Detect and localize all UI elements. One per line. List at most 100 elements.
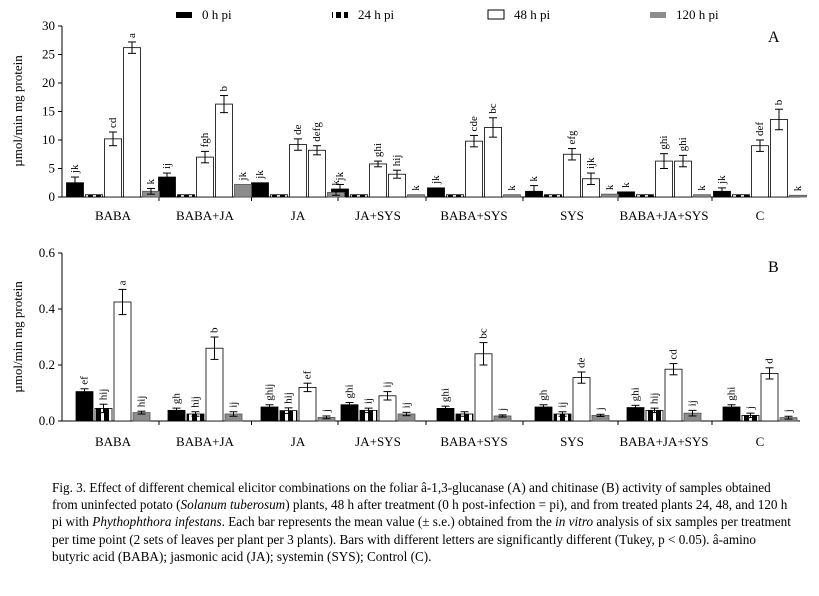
panel-a-y-tick-label: 5 — [49, 161, 56, 176]
panel-b-label: B — [768, 259, 779, 276]
panel-b-ylabel: µmol/min mg protein — [10, 281, 25, 393]
panel-a-significance-letter: def — [754, 122, 766, 136]
panel-a-significance-letter: cde — [468, 116, 480, 131]
panel-a-significance-letter: jk — [430, 175, 442, 185]
legend-swatch-120h — [650, 12, 666, 18]
panel-a-significance-letter: jk — [69, 164, 81, 174]
panel-a-ylabel: µmol/min mg protein — [10, 55, 25, 167]
panel-a-significance-letter: fgh — [199, 132, 211, 147]
legend-item-120h: 120 h pi — [650, 7, 719, 22]
panel-a-y-tick-label: 20 — [42, 75, 55, 90]
panel-a-significance-letter: hij — [391, 155, 403, 167]
panel-a-bar — [732, 194, 750, 198]
legend-item-24h: 24 h pi — [332, 7, 395, 22]
panel-a-significance-letter: k — [410, 185, 422, 191]
panel-a-significance-letter: ijk — [585, 157, 597, 169]
panel-a-bar — [350, 194, 368, 198]
panel-a-significance-letter: defg — [311, 122, 323, 142]
panel-b-significance-letter: ghi — [440, 388, 452, 402]
panel-a-chart: µmol/min mg protein A 0 5 10 15 20 25 30 BABA BA… — [10, 18, 807, 223]
panel-a-significance-letter: ij — [161, 163, 173, 169]
panel-a-y-tick-label: 15 — [42, 104, 55, 119]
panel-a-category-label: BABA+JA — [176, 208, 235, 223]
panel-a-bar — [427, 187, 445, 198]
legend: 0 h pi 24 h pi 48 h pi 120 h pi — [176, 7, 719, 22]
panel-a-significance-letter: ghi — [658, 136, 670, 150]
panel-a-bar — [270, 194, 288, 198]
panel-b-y-tick-label: 0.0 — [39, 413, 55, 428]
panel-a-significance-letter: k — [696, 185, 708, 191]
panel-b-significance-letter: j — [783, 409, 795, 413]
panel-a-significance-letter: ghi — [372, 143, 384, 157]
panel-b-category-label: BABA+SYS — [440, 434, 507, 449]
legend-label-48h: 48 h pi — [514, 7, 551, 22]
panel-b-category-label: BABA — [95, 434, 132, 449]
panel-b-significance-letter: ef — [79, 376, 91, 385]
panel-b-significance-letter: d — [764, 358, 776, 364]
panel-a-bar — [770, 119, 788, 198]
panel-a-category-label: BABA+SYS — [440, 208, 507, 223]
panel-a-bar — [693, 194, 711, 198]
panel-a-significance-letter: jk — [334, 171, 346, 181]
panel-a-significance-letter: a — [126, 33, 138, 38]
panel-a-bar — [407, 194, 425, 198]
panel-a-bar — [104, 138, 122, 198]
panel-b-significance-letter: ij — [363, 398, 375, 404]
panel-b-significance-letter: gh — [538, 389, 550, 401]
panel-a-bar — [465, 140, 483, 198]
panel-a-significance-letter: k — [604, 184, 616, 190]
panel-a-label: A — [768, 29, 780, 46]
panel-a-bar — [601, 193, 619, 198]
legend-label-24h: 24 h pi — [358, 7, 395, 22]
panel-a-bar — [636, 194, 654, 198]
panel-a-bar — [446, 194, 464, 198]
panel-a-significance-letter: b — [773, 99, 785, 105]
panel-b-significance-letter: ij — [228, 402, 240, 408]
panel-a-significance-letter: k — [330, 180, 342, 186]
panel-a-significance-letter: bc — [487, 103, 499, 114]
panel-a-y-tick-label: 30 — [42, 18, 55, 33]
panel-b-y-tick-label: 0.6 — [39, 245, 56, 260]
legend-swatch-48h — [487, 9, 505, 20]
panel-b-significance-letter: de — [576, 358, 588, 369]
figure-caption: Fig. 3. Effect of different chemical eli… — [52, 480, 791, 564]
panel-a-significance-letter: jk — [716, 175, 728, 185]
panel-b-category-label: C — [756, 434, 765, 449]
panel-b-category-label: SYS — [560, 434, 584, 449]
panel-b-significance-letter: ij — [401, 402, 413, 408]
panel-b-category-label: BABA+JA — [176, 434, 235, 449]
panel-b-bar — [572, 377, 591, 422]
panel-b-category-label: BABA+JA+SYS — [619, 434, 708, 449]
panel-b-significance-letter: ghi — [630, 387, 642, 401]
panel-a-significance-letter: efg — [566, 130, 578, 145]
panel-b-significance-letter: a — [117, 280, 129, 285]
legend-swatch-24h — [332, 12, 348, 18]
panel-a-significance-letter: k — [792, 185, 804, 191]
legend-label-120h: 120 h pi — [676, 7, 719, 22]
panel-a-bar — [123, 47, 141, 198]
panel-b-significance-letter: j — [595, 407, 607, 411]
panel-b-y-tick-label: 0.4 — [39, 301, 56, 316]
panel-a-bar — [215, 103, 233, 198]
panel-b-significance-letter: ghi — [344, 384, 356, 398]
panel-a-bar — [617, 191, 635, 198]
legend-label-0h: 0 h pi — [202, 7, 232, 22]
legend-item-0h: 0 h pi — [176, 7, 232, 22]
panel-b-significance-letter: gh — [171, 393, 183, 405]
panel-a-significance-letter: k — [528, 176, 540, 182]
panel-a-y-tick-label: 10 — [42, 132, 55, 147]
panel-a-category-label: BABA+JA+SYS — [619, 208, 708, 223]
panel-b-significance-letter: hij — [190, 396, 202, 408]
panel-b-significance-letter: bc — [478, 328, 490, 339]
panel-b-significance-letter: ghij — [264, 384, 276, 401]
panel-b-significance-letter: hij — [283, 392, 295, 404]
panel-a-significance-letter: b — [218, 86, 230, 92]
panel-a-significance-letter: k — [145, 178, 157, 184]
panel-a-category-label: JA+SYS — [355, 208, 401, 223]
panel-b-significance-letter: hij — [136, 396, 148, 408]
panel-b-bar — [664, 368, 683, 422]
panel-a-y-tick-label: 0 — [49, 189, 56, 204]
panel-b-significance-letter: ghi — [726, 387, 738, 401]
panel-a-bar — [251, 182, 269, 198]
